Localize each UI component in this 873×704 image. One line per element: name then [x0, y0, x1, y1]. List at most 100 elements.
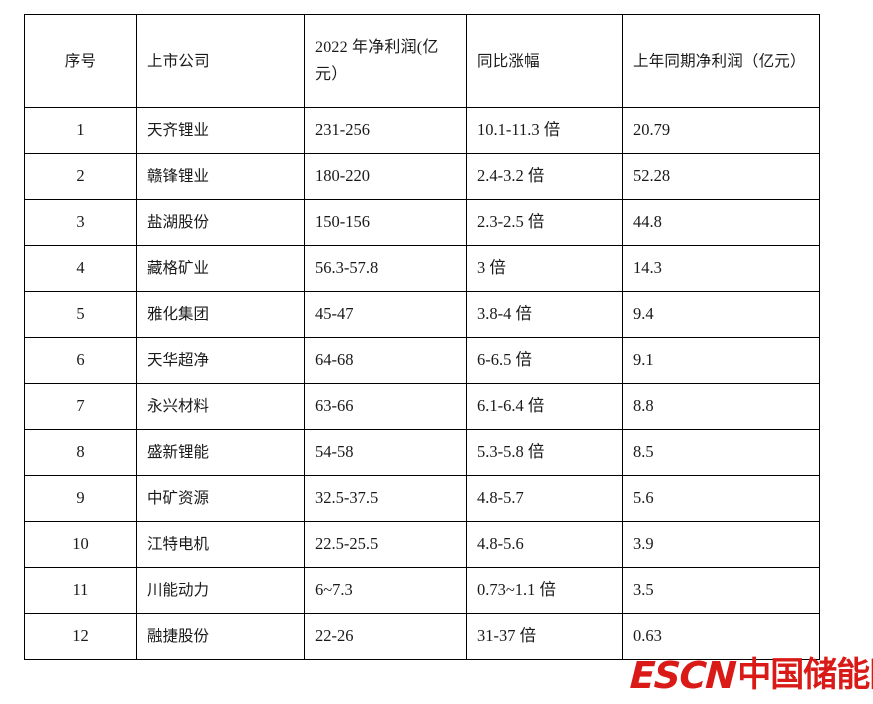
- table-row: 3 盐湖股份 150-156 2.3-2.5 倍 44.8: [24, 199, 820, 246]
- cell-prev-year-text: 20.79: [633, 120, 671, 140]
- cell-index: 12: [24, 613, 137, 660]
- cell-yoy-text: 3 倍: [477, 258, 506, 278]
- cell-index: 10: [24, 521, 137, 568]
- cell-yoy: 31-37 倍: [466, 613, 623, 660]
- column-header-profit-2022: 2022 年净利润(亿元）: [304, 14, 467, 108]
- cell-yoy: 3 倍: [466, 245, 623, 292]
- table-row: 8 盛新锂能 54-58 5.3-5.8 倍 8.5: [24, 429, 820, 476]
- cell-index-text: 6: [76, 350, 85, 370]
- cell-company: 中矿资源: [136, 475, 305, 522]
- column-header-prev-year-label: 上年同期净利润（亿元）: [633, 52, 806, 71]
- cell-index: 6: [24, 337, 137, 384]
- cell-profit-2022-text: 32.5-37.5: [315, 488, 379, 508]
- watermark-latin-text: ESCN: [628, 653, 737, 697]
- cell-company: 天华超净: [136, 337, 305, 384]
- cell-profit-2022: 22.5-25.5: [304, 521, 467, 568]
- cell-index-text: 12: [72, 626, 89, 646]
- cell-yoy-text: 4.8-5.6: [477, 534, 524, 554]
- cell-prev-year-text: 9.1: [633, 350, 654, 370]
- cell-prev-year: 44.8: [622, 199, 820, 246]
- column-header-index: 序号: [24, 14, 137, 108]
- column-header-company: 上市公司: [136, 14, 305, 108]
- cell-yoy-text: 3.8-4 倍: [477, 304, 532, 324]
- cell-yoy-text: 5.3-5.8 倍: [477, 442, 545, 462]
- column-header-profit-2022-label: 2022 年净利润(亿元）: [315, 39, 439, 83]
- table-row: 9 中矿资源 32.5-37.5 4.8-5.7 5.6: [24, 475, 820, 522]
- cell-profit-2022: 150-156: [304, 199, 467, 246]
- cell-yoy: 4.8-5.7: [466, 475, 623, 522]
- cell-company-text: 江特电机: [147, 534, 210, 553]
- cell-company-text: 盐湖股份: [147, 212, 210, 231]
- cell-company-text: 川能动力: [147, 580, 210, 599]
- cell-company-text: 雅化集团: [147, 304, 210, 323]
- cell-company-text: 藏格矿业: [147, 258, 210, 277]
- cell-index: 2: [24, 153, 137, 200]
- cell-company: 江特电机: [136, 521, 305, 568]
- cell-prev-year-text: 9.4: [633, 304, 654, 324]
- cell-profit-2022: 22-26: [304, 613, 467, 660]
- cell-prev-year-text: 0.63: [633, 626, 662, 646]
- cell-company-text: 天华超净: [147, 350, 210, 369]
- cell-prev-year: 9.1: [622, 337, 820, 384]
- cell-profit-2022: 54-58: [304, 429, 467, 476]
- column-header-index-label: 序号: [64, 52, 97, 71]
- cell-profit-2022-text: 180-220: [315, 166, 370, 186]
- cell-yoy-text: 2.3-2.5 倍: [477, 212, 545, 232]
- table-header: 序号 上市公司 2022 年净利润(亿元） 同比涨幅 上年同期净利润（亿元）: [24, 14, 820, 108]
- table-row: 12 融捷股份 22-26 31-37 倍 0.63: [24, 613, 820, 660]
- cell-company-text: 融捷股份: [147, 626, 210, 645]
- cell-yoy-text: 0.73~1.1 倍: [477, 580, 557, 600]
- cell-company: 赣锋锂业: [136, 153, 305, 200]
- cell-profit-2022: 56.3-57.8: [304, 245, 467, 292]
- cell-prev-year-text: 44.8: [633, 212, 662, 232]
- cell-index-text: 9: [76, 488, 85, 508]
- cell-company-text: 中矿资源: [147, 488, 210, 507]
- cell-index-text: 3: [76, 212, 85, 232]
- table-row: 11 川能动力 6~7.3 0.73~1.1 倍 3.5: [24, 567, 820, 614]
- cell-prev-year: 8.8: [622, 383, 820, 430]
- cell-company: 盐湖股份: [136, 199, 305, 246]
- cell-company: 融捷股份: [136, 613, 305, 660]
- table-row: 5 雅化集团 45-47 3.8-4 倍 9.4: [24, 291, 820, 338]
- table-row: 6 天华超净 64-68 6-6.5 倍 9.1: [24, 337, 820, 384]
- cell-company: 永兴材料: [136, 383, 305, 430]
- cell-prev-year: 14.3: [622, 245, 820, 292]
- cell-profit-2022: 32.5-37.5: [304, 475, 467, 522]
- cell-profit-2022-text: 150-156: [315, 212, 370, 232]
- watermark-chinese-text: 中国储能网: [737, 655, 873, 695]
- cell-yoy: 10.1-11.3 倍: [466, 107, 623, 154]
- cell-prev-year-text: 8.5: [633, 442, 654, 462]
- cell-profit-2022: 6~7.3: [304, 567, 467, 614]
- cell-profit-2022-text: 54-58: [315, 442, 354, 462]
- cell-profit-2022: 64-68: [304, 337, 467, 384]
- cell-yoy: 0.73~1.1 倍: [466, 567, 623, 614]
- cell-company-text: 永兴材料: [147, 396, 210, 415]
- cell-company: 雅化集团: [136, 291, 305, 338]
- cell-profit-2022-text: 22-26: [315, 626, 354, 646]
- cell-yoy: 6-6.5 倍: [466, 337, 623, 384]
- cell-index: 9: [24, 475, 137, 522]
- cell-company-text: 赣锋锂业: [147, 166, 210, 185]
- cell-profit-2022-text: 6~7.3: [315, 580, 353, 600]
- cell-prev-year: 8.5: [622, 429, 820, 476]
- cell-prev-year: 0.63: [622, 613, 820, 660]
- cell-yoy: 3.8-4 倍: [466, 291, 623, 338]
- cell-prev-year: 3.5: [622, 567, 820, 614]
- cell-index: 7: [24, 383, 137, 430]
- table-row: 7 永兴材料 63-66 6.1-6.4 倍 8.8: [24, 383, 820, 430]
- cell-profit-2022-text: 45-47: [315, 304, 354, 324]
- cell-company: 藏格矿业: [136, 245, 305, 292]
- cell-yoy-text: 4.8-5.7: [477, 488, 524, 508]
- cell-yoy-text: 10.1-11.3 倍: [477, 120, 561, 140]
- table-body: 1 天齐锂业 231-256 10.1-11.3 倍 20.79 2 赣锋锂业 180-220…: [24, 107, 820, 660]
- cell-prev-year-text: 3.9: [633, 534, 654, 554]
- cell-company: 川能动力: [136, 567, 305, 614]
- cell-yoy: 6.1-6.4 倍: [466, 383, 623, 430]
- cell-index-text: 7: [76, 396, 85, 416]
- column-header-yoy: 同比涨幅: [466, 14, 623, 108]
- table-header-row: 序号 上市公司 2022 年净利润(亿元） 同比涨幅 上年同期净利润（亿元）: [24, 14, 820, 108]
- table-row: 2 赣锋锂业 180-220 2.4-3.2 倍 52.28: [24, 153, 820, 200]
- cell-prev-year-text: 52.28: [633, 166, 671, 186]
- cell-prev-year: 5.6: [622, 475, 820, 522]
